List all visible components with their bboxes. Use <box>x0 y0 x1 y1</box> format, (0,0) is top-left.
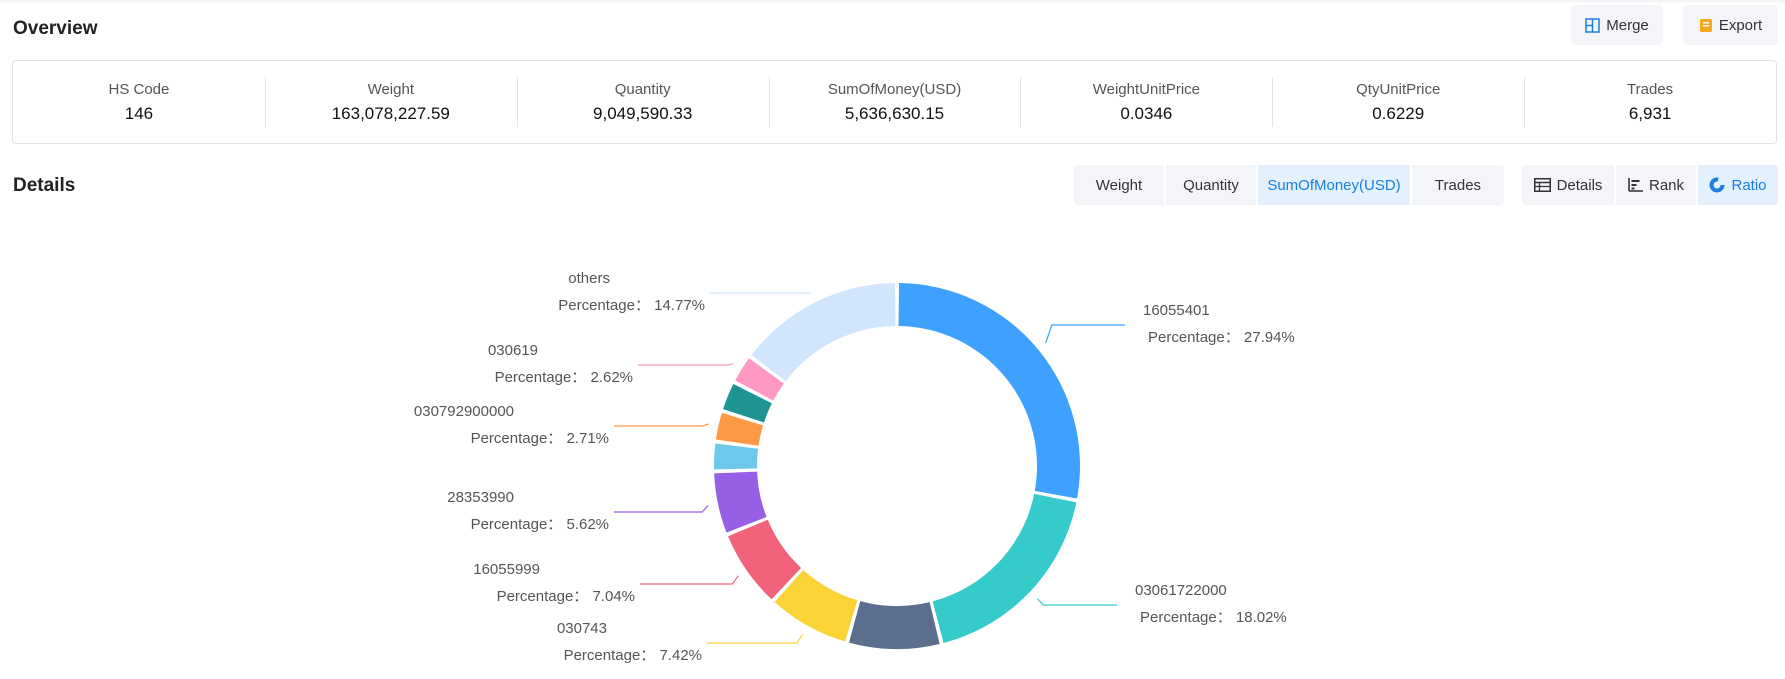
slice-name-label: others <box>568 270 610 287</box>
summary-label: QtyUnitPrice <box>1356 80 1441 98</box>
top-shadow <box>0 0 1785 4</box>
summary-label: SumOfMoney(USD) <box>827 80 962 98</box>
summary-label: Trades <box>1627 80 1674 98</box>
summary-value: 146 <box>124 103 154 123</box>
summary-sum-of-money: SumOfMoney(USD) 5,636,630.15 <box>768 77 1021 127</box>
slice-percent-label: Percentage： 7.42% <box>564 647 702 664</box>
export-button[interactable]: Export <box>1683 5 1778 45</box>
label-leader-line <box>710 292 811 295</box>
label-leader-line <box>707 634 804 644</box>
merge-label: Merge <box>1606 16 1649 34</box>
summary-weight: Weight 163,078,227.59 <box>264 77 517 127</box>
slice-name-label: 16055401 <box>1143 302 1210 319</box>
tab-details-view[interactable]: Details <box>1522 165 1614 205</box>
slice-percent-label: Percentage： 14.77% <box>558 297 705 314</box>
slice-percent-label: Percentage： 7.04% <box>497 588 635 605</box>
summary-value: 6,931 <box>1628 103 1672 123</box>
slice-name-label: 030792900000 <box>414 403 514 420</box>
donut-slice <box>932 493 1077 643</box>
summary-qty-unit-price: QtyUnitPrice 0.6229 <box>1272 77 1524 127</box>
summary-hs-code: HS Code 146 <box>13 77 265 127</box>
donut-slice <box>898 283 1080 499</box>
slice-name-label: 030743 <box>557 620 607 637</box>
summary-value: 163,078,227.59 <box>331 103 450 123</box>
bar-chart-icon <box>1628 178 1643 192</box>
ratio-donut-chart: 16055401 Percentage： 27.94% 03061722000 Per… <box>414 270 1295 664</box>
donut-slice <box>714 471 767 533</box>
overview-title: Overview <box>13 18 98 39</box>
tab-trades[interactable]: Trades <box>1412 165 1504 205</box>
label-leader-line <box>640 575 739 585</box>
donut-slice <box>774 570 858 642</box>
tab-ratio-view-label: Ratio <box>1731 176 1767 194</box>
tab-ratio-view[interactable]: Ratio <box>1698 165 1778 205</box>
slice-name-label: 16055999 <box>473 561 540 578</box>
summary-label: HS Code <box>108 80 170 98</box>
summary-trades: Trades 6,931 <box>1524 77 1776 127</box>
summary-panel: HS Code 146 Weight 163,078,227.59 Quanti… <box>12 60 1777 144</box>
export-icon <box>1699 18 1713 33</box>
summary-label: Weight <box>367 80 414 98</box>
summary-value: 0.6229 <box>1372 103 1425 123</box>
export-label: Export <box>1718 16 1763 34</box>
merge-icon <box>1585 17 1600 33</box>
details-title: Details <box>13 175 76 196</box>
summary-quantity: Quantity 9,049,590.33 <box>516 77 769 127</box>
slice-name-label: 030619 <box>488 342 538 359</box>
label-leader-line <box>638 363 734 366</box>
table-icon <box>1533 178 1551 192</box>
merge-button[interactable]: Merge <box>1571 5 1663 45</box>
donut-chart-icon <box>1709 177 1725 193</box>
slice-name-label: 28353990 <box>447 489 514 506</box>
tab-quantity[interactable]: Quantity <box>1166 165 1256 205</box>
tab-weight[interactable]: Weight <box>1074 165 1164 205</box>
donut-slice <box>728 519 802 600</box>
donut-slice <box>735 358 784 401</box>
summary-value: 9,049,590.33 <box>593 103 693 123</box>
metric-tab-group: Weight Quantity SumOfMoney(USD) Trades <box>1074 165 1504 205</box>
label-leader-line <box>614 505 709 513</box>
summary-weight-unit-price: WeightUnitPrice 0.0346 <box>1020 77 1272 127</box>
slice-percent-label: Percentage： 5.62% <box>471 516 609 533</box>
tab-rank-view[interactable]: Rank <box>1616 165 1696 205</box>
donut-slice <box>723 384 772 423</box>
slice-percent-label: Percentage： 2.62% <box>495 369 633 386</box>
donut-slice <box>714 443 759 470</box>
slice-percent-label: Percentage： 18.02% <box>1140 609 1287 626</box>
label-leader-line <box>1045 324 1125 344</box>
summary-value: 5,636,630.15 <box>844 103 945 123</box>
donut-slice <box>715 412 764 446</box>
donut-slice <box>751 283 896 382</box>
summary-label: WeightUnitPrice <box>1092 80 1200 98</box>
label-leader-line <box>614 423 709 427</box>
donut-slice <box>848 601 940 650</box>
summary-value: 0.0346 <box>1120 103 1173 123</box>
slice-percent-label: Percentage： 27.94% <box>1148 329 1295 346</box>
summary-label: Quantity <box>614 80 671 98</box>
tab-rank-view-label: Rank <box>1648 176 1685 194</box>
tab-sum-of-money[interactable]: SumOfMoney(USD) <box>1258 165 1410 205</box>
label-leader-line <box>1036 598 1117 606</box>
slice-percent-label: Percentage： 2.71% <box>471 430 609 447</box>
tab-details-view-label: Details <box>1556 176 1603 194</box>
view-tab-group: Details Rank Ratio <box>1522 165 1778 205</box>
slice-name-label: 03061722000 <box>1135 582 1227 599</box>
